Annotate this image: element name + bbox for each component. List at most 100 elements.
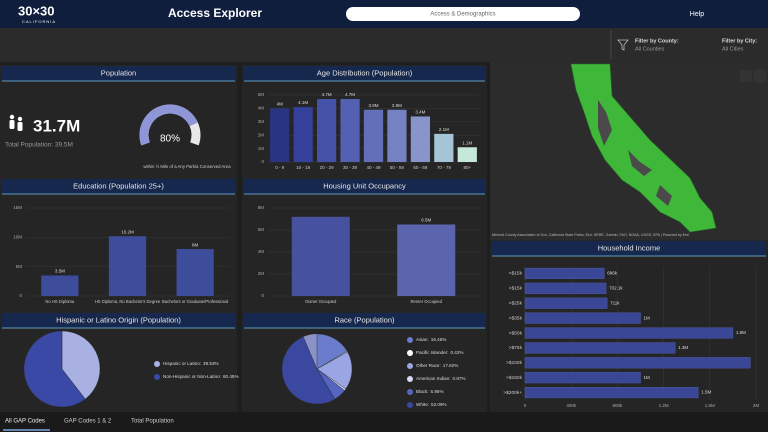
- bar: [270, 108, 290, 162]
- filter-value[interactable]: All Cities: [722, 46, 744, 52]
- legend-swatch: [407, 350, 413, 356]
- panel-title: Hispanic or Latino Origin (Population): [56, 315, 181, 324]
- x-tick-label: No HS Diploma: [45, 299, 75, 304]
- search-box[interactable]: [346, 7, 580, 21]
- data-label: 1.5M: [701, 390, 711, 395]
- filter-bar: [0, 28, 768, 62]
- map-attribution: Merced County Association of Gov, Califo…: [492, 233, 689, 237]
- gauge-value: [139, 104, 198, 146]
- y-tick-label: 0: [261, 293, 264, 298]
- y-tick-label: >$25k: [509, 300, 523, 306]
- bar: [524, 282, 607, 294]
- data-label: 686k: [607, 271, 618, 276]
- y-tick-label: >$200k+: [503, 390, 522, 396]
- california-shape: [570, 63, 717, 233]
- people-icon: [9, 114, 23, 131]
- panel-title: Population: [101, 68, 136, 77]
- bar: [176, 249, 214, 296]
- pie-slice: [23, 330, 86, 408]
- x-tick-label: 80+: [463, 165, 471, 170]
- legend-value: 60.45%: [223, 374, 239, 379]
- legend-value: 5.95%: [431, 389, 444, 394]
- tab[interactable]: Total Population: [131, 419, 174, 425]
- y-tick-label: 8M: [258, 205, 265, 210]
- search-text[interactable]: Access & Demographics: [430, 12, 495, 18]
- x-tick-label: 40 - 49: [366, 165, 381, 170]
- x-tick-label: 20 - 29: [320, 165, 335, 170]
- filter-label[interactable]: Filter by City:: [722, 38, 757, 44]
- panel-title-bar: [2, 66, 235, 81]
- y-tick-label: 4M: [258, 249, 265, 254]
- x-tick-label: 1.2M: [659, 403, 669, 408]
- legend-category: Other Race:: [416, 363, 441, 368]
- filter-value[interactable]: All Counties: [635, 46, 665, 52]
- legend-swatch: [407, 363, 413, 369]
- legend-value: 0.42%: [450, 350, 463, 355]
- filter-label[interactable]: Filter by County:: [635, 38, 679, 44]
- panel-title: Race (Population): [334, 315, 395, 324]
- map-areas: [598, 100, 672, 206]
- y-tick-label: 1M: [258, 146, 265, 151]
- y-tick-label: 0: [261, 159, 264, 164]
- app-title: Access Explorer: [168, 6, 262, 20]
- legend-entry: Asian: 16.45%: [416, 337, 446, 342]
- panel-title: Housing Unit Occupancy: [323, 181, 406, 190]
- data-label: 4M: [277, 102, 284, 107]
- legend-category: Asian:: [416, 337, 429, 342]
- legend-entry: Black: 5.95%: [416, 389, 444, 394]
- y-tick-label: 4M: [258, 106, 265, 111]
- tab[interactable]: GAP Codes 1 & 2: [64, 419, 112, 425]
- data-label: 1.1M: [462, 140, 472, 145]
- y-tick-label: 2M: [258, 271, 265, 276]
- y-tick-label: >$50k: [509, 330, 523, 336]
- x-tick-label: 800k: [613, 403, 624, 408]
- data-label: 10.2M: [121, 229, 134, 234]
- x-tick-label: 70 - 79: [437, 165, 452, 170]
- legend-swatch: [407, 402, 413, 408]
- panel-title-bar: [2, 313, 235, 328]
- legend-entry: American Indian: 0.87%: [416, 376, 466, 381]
- data-label: 1M: [644, 315, 651, 320]
- map-zoom[interactable]: [754, 70, 766, 82]
- data-label: 1M: [644, 375, 651, 380]
- panel-title-bar: [492, 241, 766, 256]
- legend-entry: Non-Hispanic or Non-Latino: 60.45%: [163, 374, 239, 379]
- bar: [524, 342, 676, 354]
- panel: [490, 240, 768, 412]
- y-tick-label: <$15k: [509, 271, 523, 277]
- tab-bar: [0, 412, 768, 432]
- data-label: 4.1M: [298, 100, 308, 105]
- legend-value: 52.09%: [431, 402, 447, 407]
- legend-value: 17.82%: [443, 363, 459, 368]
- legend-category: Black:: [416, 389, 429, 394]
- total-population: Total Population: 39.5M: [5, 142, 73, 149]
- legend-swatch: [407, 376, 413, 382]
- legend-entry: White: 52.09%: [416, 402, 447, 407]
- x-tick-label: 2M: [753, 403, 760, 408]
- y-tick-label: 3M: [258, 119, 265, 124]
- y-tick-label: 15M: [13, 205, 22, 210]
- data-label: 702.1k: [609, 286, 623, 291]
- bar: [524, 297, 608, 309]
- panel-title-bar: [2, 179, 235, 194]
- data-label: 711k: [610, 300, 620, 305]
- help-link[interactable]: Help: [690, 11, 705, 18]
- person-head: [9, 114, 15, 120]
- map-search[interactable]: [740, 70, 752, 82]
- x-tick-label: HS Diploma, No Bachelor's Degree: [95, 299, 161, 304]
- x-tick-label: 400k: [566, 403, 577, 408]
- legend-entry: Pacific Islander: 0.42%: [416, 350, 463, 355]
- map[interactable]: Merced County Association of Gov, Califo…: [490, 62, 768, 240]
- bar: [41, 275, 79, 296]
- data-label: 1.3M: [678, 345, 688, 350]
- bar: [410, 116, 431, 162]
- person-head: [17, 116, 23, 122]
- y-tick-label: 6M: [258, 227, 265, 232]
- tab[interactable]: All GAP Codes: [5, 419, 45, 425]
- panel: [0, 65, 237, 178]
- logo: 30×30: [18, 3, 55, 18]
- pie-slice: [281, 336, 336, 405]
- data-label: 4.7M: [345, 92, 355, 97]
- data-label: 3.9M: [392, 103, 402, 108]
